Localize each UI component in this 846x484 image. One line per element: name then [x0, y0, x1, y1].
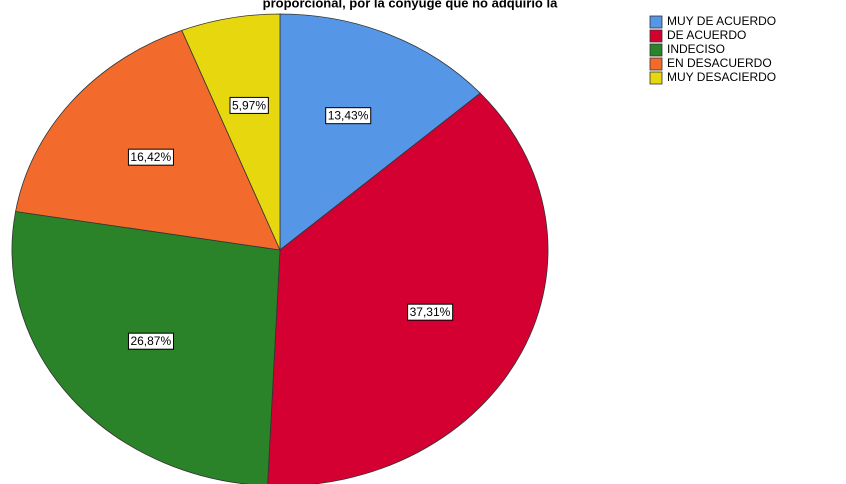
data-label: 26,87% — [127, 332, 174, 350]
legend-swatch — [649, 43, 663, 57]
data-label-box — [127, 148, 174, 166]
data-label-box — [229, 96, 269, 114]
data-label: 5,97% — [229, 96, 269, 114]
data-label-text: 37,31% — [410, 305, 451, 319]
legend-label: EN DESACUERDO — [667, 56, 772, 70]
pie-slice — [15, 29, 281, 251]
data-label-box — [407, 303, 454, 321]
data-label-text: 13,43% — [328, 109, 369, 123]
pie-slice — [267, 92, 549, 484]
legend-swatch — [649, 29, 663, 43]
data-label-text: 26,87% — [130, 334, 171, 348]
chart-title: proporcional, por la conyuge que no adqu… — [263, 0, 558, 10]
data-label: 13,43% — [325, 107, 372, 125]
data-label-box — [325, 107, 372, 125]
data-label-text: 16,42% — [130, 150, 171, 164]
pie-slice — [181, 13, 281, 251]
legend-swatch — [649, 15, 663, 29]
legend-label: MUY DE ACUERDO — [667, 14, 776, 28]
legend-swatch — [649, 71, 663, 85]
data-label: 37,31% — [407, 303, 454, 321]
legend-swatch — [649, 57, 663, 71]
pie-slice — [279, 13, 481, 251]
legend-label: DE ACUERDO — [667, 28, 746, 42]
legend-label: INDECISO — [667, 42, 725, 56]
data-label: 16,42% — [127, 148, 174, 166]
data-label-text: 5,97% — [232, 98, 266, 112]
data-label-box — [127, 332, 174, 350]
legend-label: MUY DESACIERDO — [667, 70, 776, 84]
